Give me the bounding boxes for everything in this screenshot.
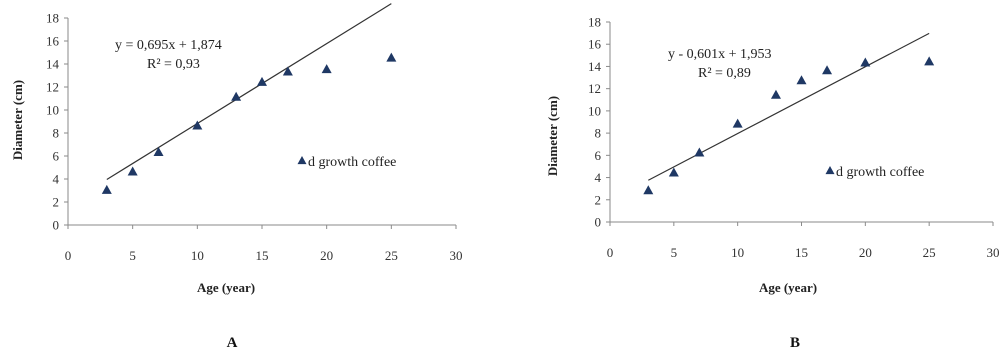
data-point — [770, 89, 781, 99]
data-point — [127, 166, 138, 176]
y-tick-label: 0 — [53, 218, 60, 233]
data-point — [282, 66, 293, 76]
x-tick-label: 25 — [923, 245, 936, 260]
legend-label-b: d growth coffee — [836, 165, 924, 180]
y-tick-label: 2 — [595, 192, 602, 207]
x-tick-label: 0 — [607, 245, 614, 260]
x-tick-label: 20 — [320, 248, 333, 263]
y-tick-label: 2 — [53, 195, 60, 210]
data-point — [860, 57, 871, 67]
data-point — [822, 65, 833, 75]
y-tick-label: 8 — [53, 126, 60, 141]
data-point — [694, 147, 705, 157]
x-tick-label: 5 — [671, 245, 678, 260]
y-tick-label: 10 — [46, 103, 59, 118]
data-point — [101, 184, 112, 194]
y-axis-title-b: Diameter (cm) — [545, 96, 560, 176]
data-point — [732, 118, 743, 128]
chart-panel-b: y - 0,601x + 1,953 R² = 0,89 d growth co… — [545, 15, 1000, 352]
y-tick-label: 4 — [595, 170, 602, 185]
data-point — [192, 120, 203, 130]
trendline-a — [106, 3, 392, 180]
x-tick-label: 0 — [65, 248, 72, 263]
x-tick-label: 30 — [450, 248, 463, 263]
data-point — [257, 76, 267, 86]
x-axis-title-b: Age (year) — [759, 280, 817, 295]
y-tick-label: 8 — [595, 126, 602, 141]
r-squared-b: R² = 0,89 — [698, 66, 751, 81]
x-tick-label: 15 — [795, 245, 808, 260]
y-tick-label: 0 — [595, 215, 602, 230]
x-tick-label: 25 — [385, 248, 398, 263]
data-point — [668, 167, 679, 177]
x-tick-label: 20 — [859, 245, 872, 260]
data-point — [231, 91, 242, 101]
x-tick-label: 10 — [731, 245, 744, 260]
data-point — [321, 64, 332, 74]
trendline-equation-a: y = 0,695x + 1,874 — [115, 38, 222, 53]
r-squared-a: R² = 0,93 — [147, 57, 200, 72]
chart-panel-a: y = 0,695x + 1,874 R² = 0,93 d growth co… — [10, 3, 463, 351]
data-point — [643, 185, 654, 195]
y-tick-label: 18 — [588, 15, 601, 30]
data-point — [924, 56, 935, 66]
y-tick-label: 6 — [595, 148, 602, 163]
panel-label-a: A — [227, 335, 238, 351]
legend-marker-a — [297, 155, 307, 165]
x-tick-label: 15 — [256, 248, 269, 263]
y-tick-label: 12 — [588, 81, 601, 96]
y-tick-label: 16 — [46, 34, 60, 49]
y-tick-label: 12 — [46, 80, 59, 95]
y-tick-label: 4 — [53, 172, 60, 187]
y-axis-title-a: Diameter (cm) — [10, 80, 25, 160]
y-tick-label: 16 — [588, 37, 602, 52]
x-tick-label: 30 — [987, 245, 1000, 260]
data-point — [153, 146, 164, 156]
legend-marker-b — [825, 165, 835, 175]
x-tick-label: 10 — [191, 248, 204, 263]
data-point — [386, 52, 397, 62]
legend-label-a: d growth coffee — [308, 155, 396, 170]
x-axis-title-a: Age (year) — [197, 280, 255, 295]
y-tick-label: 18 — [46, 11, 59, 26]
trendline-equation-b: y - 0,601x + 1,953 — [668, 47, 772, 62]
data-point — [796, 75, 807, 85]
y-tick-label: 10 — [588, 103, 601, 118]
y-tick-label: 6 — [53, 149, 60, 164]
x-tick-label: 5 — [129, 248, 136, 263]
panel-label-b: B — [790, 335, 800, 351]
y-tick-label: 14 — [588, 59, 602, 74]
y-tick-label: 14 — [46, 57, 60, 72]
